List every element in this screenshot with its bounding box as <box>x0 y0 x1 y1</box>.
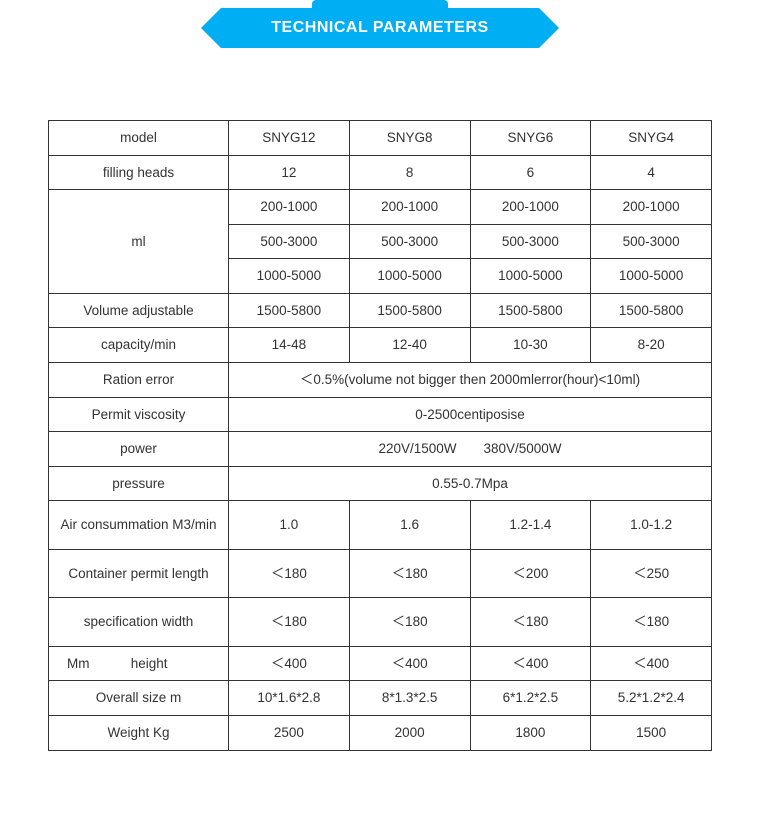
label-capacity-min: capacity/min <box>49 328 229 363</box>
label-air-consummation: Air consummation M3/min <box>49 501 229 550</box>
cell: 8-20 <box>591 328 712 363</box>
label-permit-viscosity: Permit viscosity <box>49 397 229 432</box>
row-overall-size: Overall size m 10*1.6*2.8 8*1.3*2.5 6*1.… <box>49 681 712 716</box>
cell: ＜400 <box>591 646 712 681</box>
banner-title: TECHNICAL PARAMETERS <box>271 19 488 36</box>
cell: 1.6 <box>349 501 470 550</box>
cell: 2500 <box>229 716 350 751</box>
cell: 1500-5800 <box>229 293 350 328</box>
row-filling-heads: filling heads 12 8 6 4 <box>49 155 712 190</box>
cell: 6*1.2*2.5 <box>470 681 591 716</box>
cell-ration-error: ＜0.5%(volume not bigger then 2000mlerror… <box>229 362 712 397</box>
cell: ＜400 <box>470 646 591 681</box>
cell: SNYG4 <box>591 121 712 156</box>
cell: 1500-5800 <box>349 293 470 328</box>
technical-parameters-table: model SNYG12 SNYG8 SNYG6 SNYG4 filling h… <box>48 120 712 751</box>
header-banner: TECHNICAL PARAMETERS <box>0 0 760 50</box>
cell: 1800 <box>470 716 591 751</box>
cell: 1000-5000 <box>470 259 591 294</box>
row-model: model SNYG12 SNYG8 SNYG6 SNYG4 <box>49 121 712 156</box>
cell: ＜250 <box>591 549 712 598</box>
cell: ＜180 <box>470 598 591 647</box>
cell-permit-viscosity: 0-2500centiposise <box>229 397 712 432</box>
cell: 6 <box>470 155 591 190</box>
row-power: power 220V/1500W 380V/5000W <box>49 432 712 467</box>
label-model: model <box>49 121 229 156</box>
label-ml: ml <box>49 190 229 294</box>
cell: ＜180 <box>591 598 712 647</box>
cell: 1500-5800 <box>470 293 591 328</box>
cell: 5.2*1.2*2.4 <box>591 681 712 716</box>
cell: 14-48 <box>229 328 350 363</box>
label-height: height <box>131 656 168 671</box>
cell: SNYG6 <box>470 121 591 156</box>
cell: 1000-5000 <box>229 259 350 294</box>
label-ration-error: Ration error <box>49 362 229 397</box>
cell: 1.0 <box>229 501 350 550</box>
cell: 4 <box>591 155 712 190</box>
cell: ＜180 <box>229 549 350 598</box>
label-pressure: pressure <box>49 466 229 501</box>
cell: 1500 <box>591 716 712 751</box>
cell: 10*1.6*2.8 <box>229 681 350 716</box>
cell: 200-1000 <box>591 190 712 225</box>
row-specification-width: specification width ＜180 ＜180 ＜180 ＜180 <box>49 598 712 647</box>
cell: 12-40 <box>349 328 470 363</box>
cell: SNYG12 <box>229 121 350 156</box>
label-power: power <box>49 432 229 467</box>
cell: 500-3000 <box>349 224 470 259</box>
label-specification-width: specification width <box>49 598 229 647</box>
label-container-permit-length: Container permit length <box>49 549 229 598</box>
label-weight: Weight Kg <box>49 716 229 751</box>
cell: 8 <box>349 155 470 190</box>
row-ration-error: Ration error ＜0.5%(volume not bigger the… <box>49 362 712 397</box>
cell: 500-3000 <box>591 224 712 259</box>
cell: 10-30 <box>470 328 591 363</box>
row-ml-1: ml 200-1000 200-1000 200-1000 200-1000 <box>49 190 712 225</box>
cell: ＜400 <box>229 646 350 681</box>
label-overall-size: Overall size m <box>49 681 229 716</box>
row-volume-adjustable: Volume adjustable 1500-5800 1500-5800 15… <box>49 293 712 328</box>
row-capacity-min: capacity/min 14-48 12-40 10-30 8-20 <box>49 328 712 363</box>
cell: 1000-5000 <box>349 259 470 294</box>
cell: 200-1000 <box>470 190 591 225</box>
cell: SNYG8 <box>349 121 470 156</box>
row-permit-viscosity: Permit viscosity 0-2500centiposise <box>49 397 712 432</box>
row-mm-height: Mm height ＜400 ＜400 ＜400 ＜400 <box>49 646 712 681</box>
row-pressure: pressure 0.55-0.7Mpa <box>49 466 712 501</box>
banner-tab <box>312 0 448 10</box>
label-volume-adjustable: Volume adjustable <box>49 293 229 328</box>
cell: 12 <box>229 155 350 190</box>
cell: 500-3000 <box>229 224 350 259</box>
row-air-consummation: Air consummation M3/min 1.0 1.6 1.2-1.4 … <box>49 501 712 550</box>
cell: ＜200 <box>470 549 591 598</box>
cell: ＜180 <box>349 598 470 647</box>
cell: ＜400 <box>349 646 470 681</box>
label-mm: Mm <box>67 654 127 674</box>
cell-power: 220V/1500W 380V/5000W <box>229 432 712 467</box>
cell: 1000-5000 <box>591 259 712 294</box>
content-area: model SNYG12 SNYG8 SNYG6 SNYG4 filling h… <box>0 50 760 751</box>
row-weight: Weight Kg 2500 2000 1800 1500 <box>49 716 712 751</box>
cell: 1.0-1.2 <box>591 501 712 550</box>
label-filling-heads: filling heads <box>49 155 229 190</box>
label-mm-height: Mm height <box>49 646 229 681</box>
banner-ribbon: TECHNICAL PARAMETERS <box>221 8 538 48</box>
cell: 500-3000 <box>470 224 591 259</box>
cell: 1.2-1.4 <box>470 501 591 550</box>
row-container-permit-length: Container permit length ＜180 ＜180 ＜200 ＜… <box>49 549 712 598</box>
cell: 200-1000 <box>229 190 350 225</box>
cell: 200-1000 <box>349 190 470 225</box>
cell: 1500-5800 <box>591 293 712 328</box>
cell: ＜180 <box>349 549 470 598</box>
cell: ＜180 <box>229 598 350 647</box>
cell-pressure: 0.55-0.7Mpa <box>229 466 712 501</box>
cell: 8*1.3*2.5 <box>349 681 470 716</box>
cell: 2000 <box>349 716 470 751</box>
